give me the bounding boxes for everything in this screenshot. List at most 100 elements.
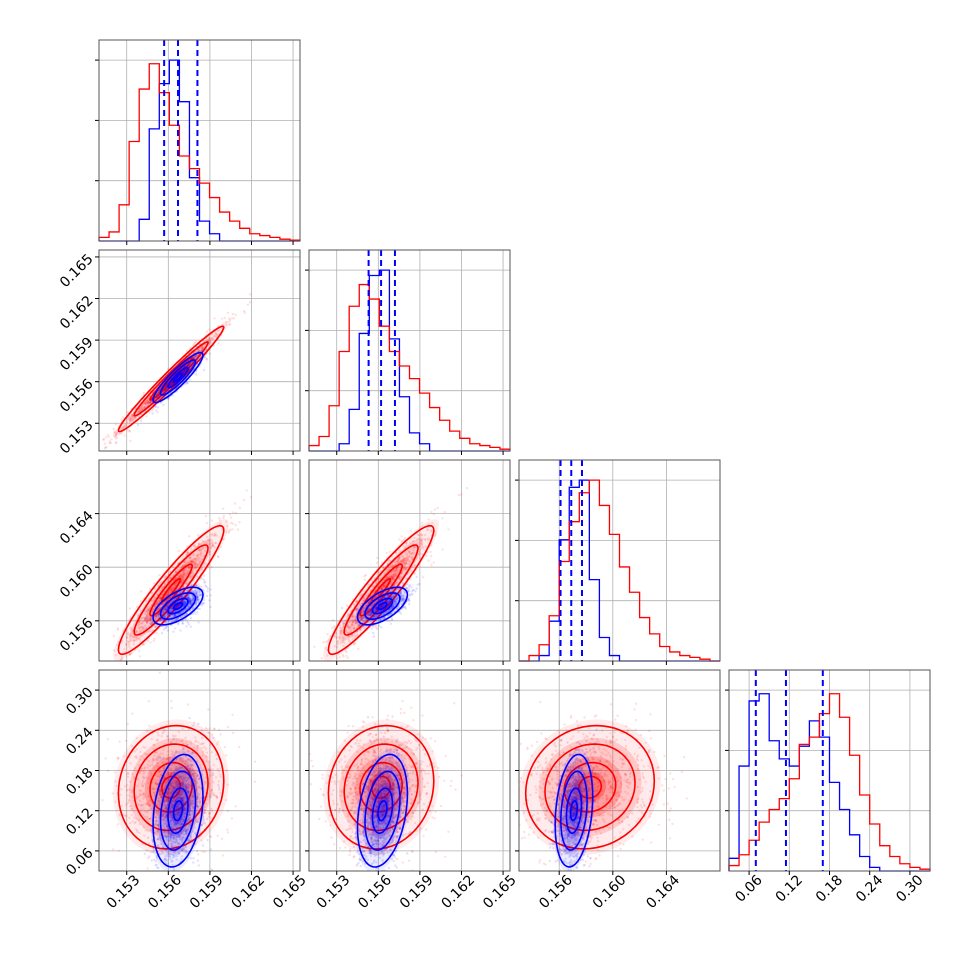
point <box>216 555 220 558</box>
point <box>374 615 377 618</box>
point <box>183 573 187 576</box>
point <box>355 601 358 604</box>
point <box>203 356 206 359</box>
point <box>376 627 379 630</box>
point <box>135 639 138 642</box>
point <box>195 592 198 595</box>
point <box>400 572 403 575</box>
point <box>156 601 159 604</box>
point <box>397 558 400 561</box>
point <box>360 601 363 604</box>
point <box>184 561 188 564</box>
point <box>164 608 167 611</box>
point <box>339 641 343 645</box>
point <box>202 555 205 558</box>
point <box>220 317 224 320</box>
point <box>199 552 203 555</box>
point <box>395 568 398 571</box>
point <box>135 630 138 634</box>
point <box>158 590 161 593</box>
point <box>126 418 130 421</box>
point <box>170 588 173 591</box>
point <box>405 559 408 562</box>
point <box>192 598 195 601</box>
point <box>142 407 145 410</box>
point <box>398 538 401 541</box>
point <box>351 621 354 625</box>
point <box>182 564 185 567</box>
point <box>158 389 161 392</box>
point <box>425 554 428 557</box>
point <box>111 663 113 665</box>
point <box>189 598 193 601</box>
point <box>146 639 150 642</box>
point <box>181 594 184 598</box>
point <box>222 538 226 541</box>
point <box>401 559 404 562</box>
point <box>134 635 137 638</box>
point <box>160 603 164 606</box>
point <box>382 585 386 588</box>
point <box>351 620 354 623</box>
point <box>125 636 129 639</box>
point <box>196 563 200 566</box>
point <box>347 614 350 617</box>
point <box>197 585 201 588</box>
point <box>152 598 155 601</box>
point <box>352 642 356 645</box>
point <box>183 601 186 605</box>
point <box>189 556 192 559</box>
point <box>192 357 195 360</box>
point <box>356 624 359 627</box>
point <box>399 559 402 563</box>
point <box>116 628 119 631</box>
point <box>175 609 178 613</box>
point <box>219 519 222 522</box>
point <box>403 561 406 564</box>
point <box>232 511 235 514</box>
point <box>351 635 354 638</box>
point <box>155 617 158 620</box>
point <box>345 630 348 633</box>
point <box>200 566 203 569</box>
point <box>156 593 159 596</box>
point <box>113 435 116 438</box>
point <box>357 624 361 627</box>
point <box>155 409 158 412</box>
point <box>396 598 399 601</box>
point <box>151 621 155 624</box>
point <box>457 493 461 497</box>
point <box>417 537 421 540</box>
point <box>374 581 378 585</box>
point <box>355 609 358 613</box>
point <box>122 651 125 654</box>
point <box>400 535 403 538</box>
point <box>386 576 389 579</box>
point <box>195 593 198 596</box>
point <box>187 565 190 569</box>
point <box>139 625 143 629</box>
point <box>380 587 384 590</box>
point <box>220 327 223 330</box>
point <box>207 539 210 542</box>
point <box>196 598 199 602</box>
point <box>180 574 184 578</box>
point <box>214 334 217 338</box>
point <box>407 549 410 553</box>
point <box>198 557 202 560</box>
point <box>365 603 369 606</box>
point <box>195 373 198 376</box>
point <box>217 342 220 345</box>
point <box>134 416 137 420</box>
point <box>331 626 334 630</box>
point <box>127 416 130 419</box>
panel-frame <box>98 249 301 452</box>
point <box>199 552 202 556</box>
point <box>370 604 373 608</box>
point <box>184 601 187 604</box>
point <box>198 349 201 353</box>
point <box>395 560 399 563</box>
point <box>382 566 385 569</box>
point <box>157 612 160 616</box>
point <box>434 533 437 536</box>
